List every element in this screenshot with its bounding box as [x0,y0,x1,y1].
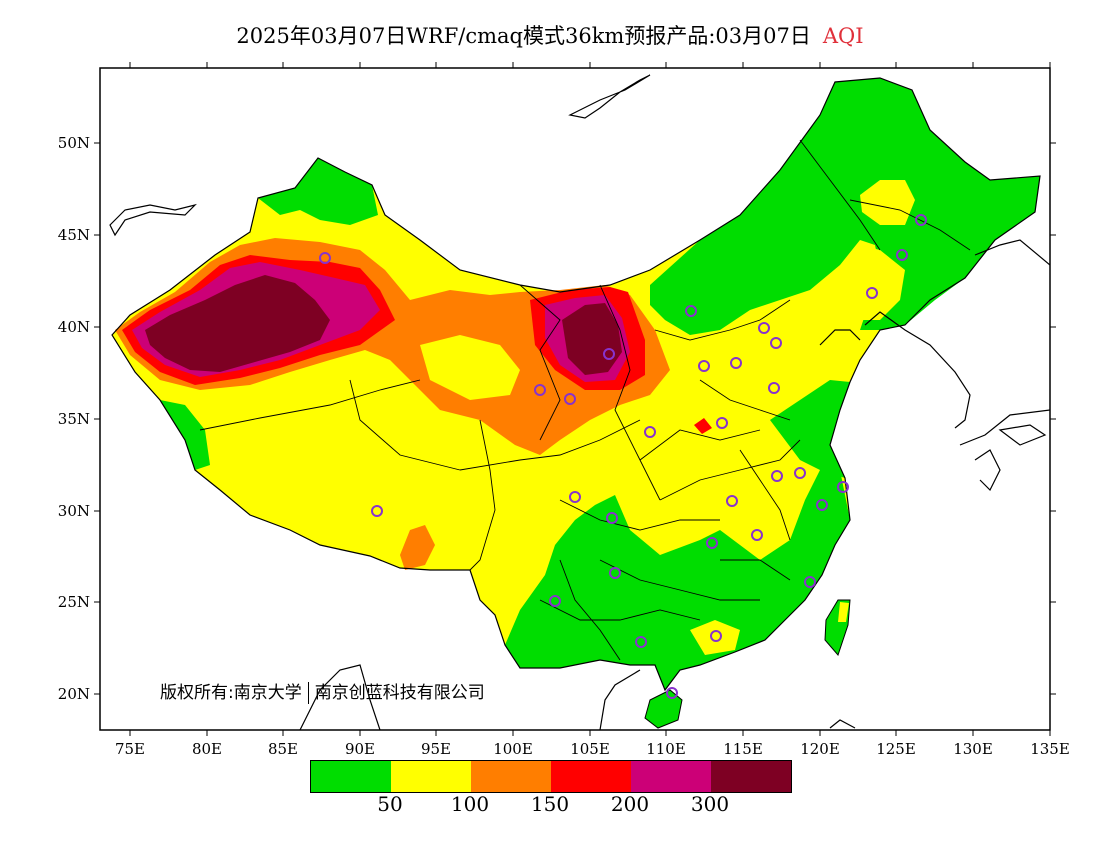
station-marker [816,499,828,511]
station-marker [534,384,546,396]
station-markers [319,214,927,699]
x-tick-label: 100E [493,740,533,758]
station-marker [771,470,783,482]
coastlines [109,74,1050,730]
station-marker [606,512,618,524]
station-marker [371,505,383,517]
legend-label: 300 [690,792,730,816]
y-tick-label: 50N [58,134,90,152]
station-marker [768,382,780,394]
station-marker [804,576,816,588]
green-region-east-coast [770,380,850,478]
legend-label: 50 [377,792,403,816]
legend-label: 150 [530,792,570,816]
y-tick-label: 35N [58,410,90,428]
x-tick-label: 75E [115,740,145,758]
hainan [644,689,683,729]
x-axis [129,62,1051,736]
title-main: 2025年03月07日WRF/cmaq模式36km预报产品:03月07日 [236,24,811,48]
maroon-region-north [562,303,622,375]
station-marker [644,426,656,438]
yellow-inner-northeast [860,180,915,225]
station-marker [794,467,806,479]
legend-swatch-orange [471,761,551,792]
legend-swatch-maroon [711,761,791,792]
station-marker [730,357,742,369]
legend-swatch-purple [631,761,711,792]
map-title: 2025年03月07日WRF/cmaq模式36km预报产品:03月07日 AQI [0,20,1100,50]
station-marker [751,529,763,541]
legend-label: 200 [610,792,650,816]
map-frame [99,67,1051,731]
x-tick-label: 90E [345,740,375,758]
station-marker [758,322,770,334]
station-marker [666,687,678,699]
x-tick-label: 125E [876,740,916,758]
station-marker [564,393,576,405]
x-tick-label: 80E [192,740,222,758]
legend-swatch-red [551,761,631,792]
legend-label: 100 [450,792,490,816]
aqi-color-legend [310,760,792,793]
copyright-divider [307,682,309,704]
station-marker [549,595,561,607]
y-tick-label: 40N [58,318,90,336]
station-marker [698,360,710,372]
x-tick-label: 85E [268,740,298,758]
yellow-patch-south [690,620,740,655]
copyright-owner: 版权所有:南京大学 [160,683,302,703]
station-marker [915,214,927,226]
x-tick-label: 130E [953,740,993,758]
station-marker [716,417,728,429]
orange-patch-tibet [400,525,435,570]
station-marker [770,337,782,349]
copyright-partner: 南京创蓝科技有限公司 [314,683,485,703]
station-marker [685,305,697,317]
station-marker [837,481,849,493]
y-axis-labels: 20N 25N 30N 35N 40N 45N 50N [58,134,90,703]
station-marker [726,495,738,507]
x-axis-labels: 75E 80E 85E 90E 95E 100E 105E 110E 115E … [115,740,1070,758]
station-marker [609,567,621,579]
y-tick-label: 20N [58,685,90,703]
taiwan-yellow [838,602,849,622]
station-marker [710,630,722,642]
y-axis [94,142,1056,695]
green-region-south [505,470,850,690]
x-tick-label: 135E [1030,740,1070,758]
x-tick-label: 95E [421,740,451,758]
green-region-northeast [650,78,1040,335]
station-marker [706,537,718,549]
station-marker [635,636,647,648]
x-tick-label: 105E [570,740,610,758]
green-region-tibet-west [160,400,210,470]
yellow-inner-liaoning [850,245,905,320]
station-marker [603,348,615,360]
y-tick-label: 45N [58,226,90,244]
station-marker [866,287,878,299]
yellow-inner-central [420,335,520,400]
legend-swatch-yellow [391,761,471,792]
copyright-notice: 版权所有:南京大学 南京创蓝科技有限公司 [160,678,485,704]
legend-labels: 50 100 150 200 300 [0,792,1100,818]
legend-swatch-green [311,761,391,792]
y-tick-label: 25N [58,593,90,611]
y-tick-label: 30N [58,502,90,520]
station-marker [319,252,331,264]
x-tick-label: 120E [800,740,840,758]
station-marker [896,249,908,261]
x-tick-label: 115E [723,740,763,758]
province-boundaries [199,139,971,661]
station-marker [569,491,581,503]
green-region-xinjiang-north [258,158,378,225]
red-patch-henan [694,418,712,434]
title-variable: AQI [822,24,864,48]
maroon-region-xinjiang [145,275,330,372]
x-tick-label: 110E [646,740,686,758]
